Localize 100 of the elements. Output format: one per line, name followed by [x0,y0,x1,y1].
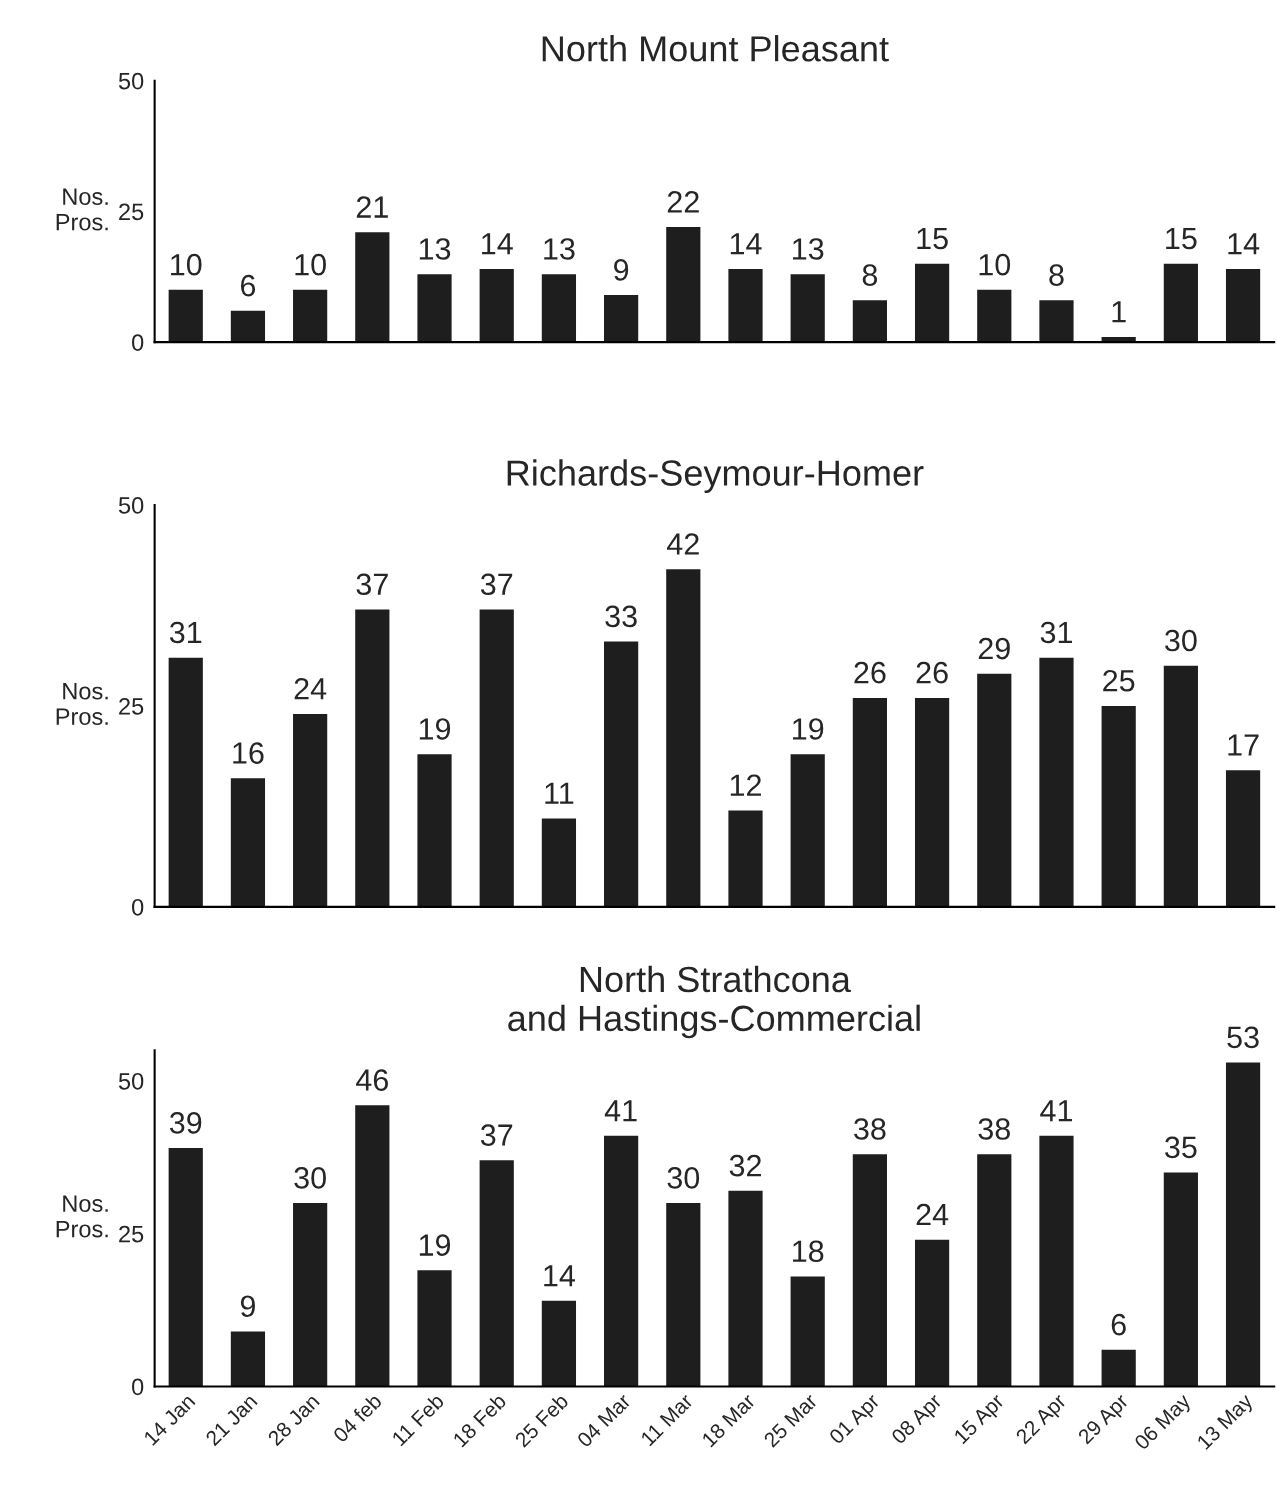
x-tick-label: 29 Apr [1077,1392,1133,1448]
bar [914,263,950,343]
data-label: 21 [356,196,388,218]
data-label: 10 [979,253,1011,276]
bar [728,268,763,343]
bar [914,1239,950,1387]
bar [728,1190,763,1387]
data-label: 13 [544,238,575,260]
data-label: 25 [1103,669,1135,692]
y-tick-label: 25 [119,697,144,715]
data-label: 10 [295,253,326,276]
data-label: 22 [667,191,699,213]
x-tick-label: 11 Mar [640,1392,694,1447]
bar [168,1148,203,1387]
bar [1225,1062,1261,1387]
data-label: 14 [544,1265,576,1287]
bar [293,1203,328,1387]
data-label: 14 [730,233,762,255]
data-label: 9 [614,259,629,281]
bar [541,274,577,343]
data-label: 18 [793,1240,824,1263]
bar [168,657,203,907]
bar [790,754,825,907]
bar [417,754,452,907]
data-label: 37 [480,1124,513,1146]
x-tick-label: 04 feb [331,1392,383,1444]
x-tick-label: 14 Jan [143,1393,196,1446]
data-label: 26 [854,661,886,684]
x-tick-label: 11 Feb [390,1392,445,1447]
data-label: 31 [1040,621,1072,644]
bar [1163,1172,1198,1387]
x-tick-label: 25 Feb [513,1392,570,1448]
data-label: 39 [169,1112,202,1134]
bar [541,818,577,907]
bar [790,1276,825,1387]
bar [479,1160,514,1387]
bar [355,232,390,343]
chart-title: North Strathcona and Hastings-Commercial [508,965,920,1039]
data-label: 24 [294,677,327,700]
bar [977,1154,1012,1387]
x-tick-label: 21 Jan [204,1393,258,1447]
bar [230,778,266,907]
data-label: 53 [1227,1026,1259,1049]
x-tick-label: 06 May [1133,1392,1195,1454]
x-tick-label: 18 Feb [451,1392,507,1448]
data-label: 30 [1165,629,1197,652]
data-label: 24 [916,1203,949,1226]
data-label: 31 [169,621,202,644]
data-label: 12 [730,774,761,796]
bar [479,609,514,907]
bar [1225,268,1261,343]
bar [852,1154,887,1387]
bar [293,713,328,907]
data-label: 19 [419,718,451,740]
bar [852,300,887,343]
data-label: 13 [419,238,451,260]
bar [1101,705,1136,907]
bar [417,1270,452,1387]
y-tick-label: 0 [132,334,144,351]
x-tick-label: 15 Apr [953,1392,1008,1448]
bar [728,810,763,907]
data-label: 15 [1166,228,1197,250]
chart-title: Richards-Seymour-Homer [507,459,924,494]
y-axis-title: Nos. Pros. [56,188,108,231]
data-label: 32 [729,1154,761,1177]
data-label: 37 [356,573,388,596]
data-label: 26 [916,661,948,684]
data-label: 15 [917,228,948,250]
data-label: 14 [1228,233,1260,255]
x-tick-label: 22 Apr [1015,1392,1070,1448]
data-label: 38 [978,1118,1010,1140]
data-label: 29 [978,637,1010,660]
y-tick-label: 25 [119,1225,144,1243]
y-tick-label: 0 [132,898,144,916]
data-label: 19 [419,1234,451,1256]
bar [914,697,950,907]
y-tick-label: 50 [118,497,144,514]
bar [977,673,1012,907]
x-tick-label: 13 May [1196,1392,1257,1453]
data-label: 30 [294,1167,326,1189]
data-label: 41 [1040,1100,1072,1122]
bar [604,1135,639,1387]
bar [230,310,266,343]
chart-title: North Mount Pleasant [542,35,889,62]
bar [977,289,1012,343]
x-tick-label: 04 Mar [576,1392,632,1449]
bar [168,289,203,343]
bar [666,227,701,343]
bar [293,289,328,343]
bar [479,268,514,343]
data-label: 35 [1165,1136,1197,1159]
bar [1101,1349,1136,1387]
y-tick-label: 50 [118,72,144,90]
data-label: 14 [482,233,513,255]
bar [1039,1135,1074,1387]
data-label: 6 [240,274,256,297]
data-label: 42 [667,533,699,555]
x-tick-label: 08 Apr [890,1392,946,1448]
data-label: 8 [1049,264,1064,286]
bar [1039,657,1074,907]
